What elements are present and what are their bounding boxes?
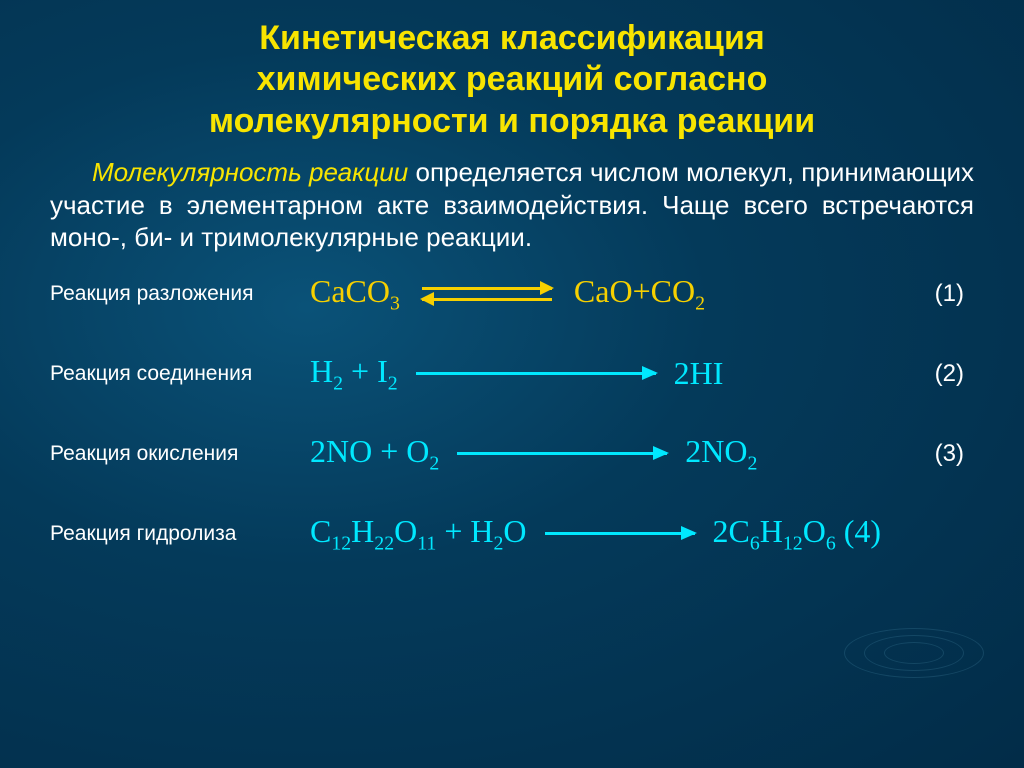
intro-lead: Молекулярность реакции <box>50 157 408 187</box>
equilibrium-arrow-icon <box>422 283 552 305</box>
title-line1: Кинетическая классификация <box>50 18 974 59</box>
reaction-equation: H2 + I2 2HI <box>310 353 904 395</box>
arrow-right-icon <box>457 452 667 455</box>
equation-rhs: 2NO2 <box>685 433 757 475</box>
equation-lhs: 2NO + O2 <box>310 433 439 475</box>
reaction-row: Реакция разложенияCaCO3 CaO+CO2 (1) <box>50 266 974 322</box>
reaction-equation: CaCO3 CaO+CO2 <box>310 273 904 315</box>
slide-title: Кинетическая классификация химических ре… <box>50 18 974 142</box>
equation-number: (1) <box>904 280 974 308</box>
reaction-equation: 2NO + O2 2NO2 <box>310 433 904 475</box>
arrow-right-icon <box>545 532 695 535</box>
equation-lhs: H2 + I2 <box>310 353 398 395</box>
arrow-right-icon <box>416 372 656 375</box>
equation-rhs: 2HI <box>674 355 724 392</box>
equation-rhs: CaO+CO2 <box>574 273 705 315</box>
reactions-list: Реакция разложенияCaCO3CaO+CO2(1)Реакция… <box>50 266 974 562</box>
reaction-row: Реакция окисления2NO + O2 2NO2 (3) <box>50 426 974 482</box>
title-line3: молекулярности и порядка реакции <box>50 101 974 142</box>
slide: Кинетическая классификация химических ре… <box>0 0 1024 768</box>
equation-lhs: C12H22O11 + H2O <box>310 513 527 555</box>
equation-number: (3) <box>904 440 974 468</box>
reaction-label: Реакция окисления <box>50 442 310 466</box>
reaction-label: Реакция соединения <box>50 362 310 386</box>
title-line2: химических реакций согласно <box>50 59 974 100</box>
reaction-row: Реакция гидролизаC12H22O11 + H2O 2C6H12O6… <box>50 506 974 562</box>
equation-number: (2) <box>904 360 974 388</box>
reaction-row: Реакция соединенияH2 + I2 2HI (2) <box>50 346 974 402</box>
reaction-label: Реакция гидролиза <box>50 522 310 546</box>
reaction-label: Реакция разложения <box>50 282 310 306</box>
reaction-equation: C12H22O11 + H2O 2C6H12O6 (4) <box>310 513 904 555</box>
equation-rhs: 2C6H12O6 (4) <box>713 513 882 555</box>
intro-paragraph: Молекулярность реакции определяется числ… <box>50 156 974 254</box>
equation-lhs: CaCO3 <box>310 273 400 315</box>
